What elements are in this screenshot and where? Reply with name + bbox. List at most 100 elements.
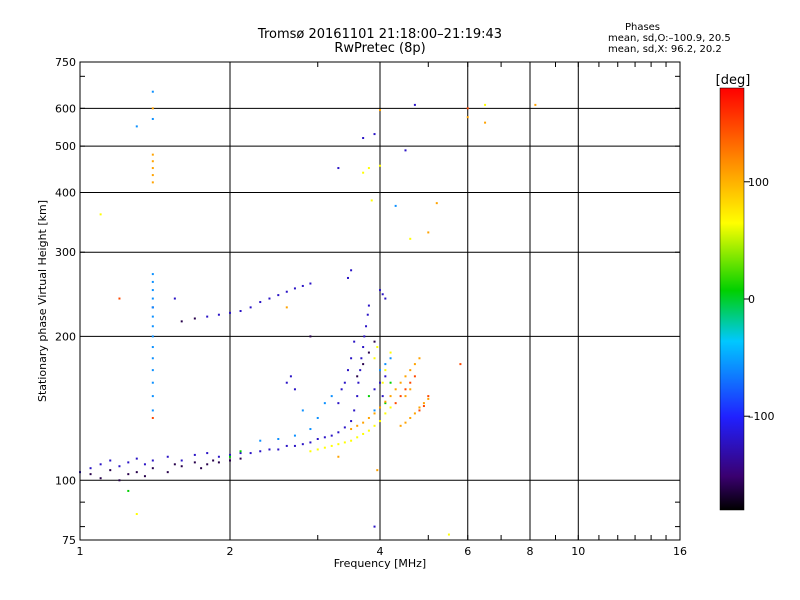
data-point [212, 459, 215, 462]
data-point [367, 416, 370, 419]
data-point [229, 453, 231, 456]
data-point [309, 428, 312, 431]
phases-title: Phases [624, 22, 661, 33]
data-point [373, 525, 376, 528]
y-axis-label: Stationary phase Virtual Height [km] [36, 200, 49, 402]
data-point [343, 426, 346, 429]
data-point [381, 395, 384, 398]
data-point [362, 363, 365, 366]
data-point [316, 416, 319, 419]
x-tick-label: 1 [77, 545, 84, 558]
data-point [418, 406, 421, 409]
data-point [239, 450, 242, 453]
data-point [151, 167, 154, 170]
data-point [151, 160, 154, 163]
data-point [151, 117, 154, 120]
data-point [135, 457, 138, 460]
phases-o-stats: mean, sd,O:–100.9, 20.5 [608, 33, 731, 44]
y-tick-label: 500 [55, 140, 76, 153]
data-point [323, 402, 326, 405]
data-point [135, 471, 138, 474]
data-point [422, 402, 425, 405]
data-point [413, 375, 416, 378]
data-point [409, 381, 412, 384]
x-tick-label: 2 [227, 545, 234, 558]
data-point [143, 475, 146, 478]
data-point [376, 469, 379, 472]
data-point [118, 479, 121, 482]
data-point [534, 103, 537, 106]
data-point [118, 297, 121, 300]
data-point [323, 436, 326, 439]
data-point [350, 269, 353, 272]
data-point [389, 395, 392, 398]
data-point [118, 465, 121, 468]
data-point [239, 452, 242, 455]
data-point [381, 293, 384, 296]
data-point [409, 369, 412, 372]
data-point [435, 202, 438, 205]
data-point [357, 381, 360, 384]
data-point [166, 471, 169, 474]
data-point [151, 357, 154, 360]
data-point [399, 381, 402, 384]
data-point [173, 463, 176, 466]
data-point [109, 459, 112, 462]
data-point [379, 164, 381, 167]
data-point [239, 310, 242, 313]
y-axis-ticks: 75 100 200 300 400 500 600 750 [55, 56, 680, 547]
data-point [99, 477, 102, 480]
x-axis-ticks: 1 2 4 6 8 10 16 [77, 62, 687, 558]
data-point [384, 369, 387, 372]
data-point [484, 103, 487, 106]
colorbar-label: [deg] [716, 73, 751, 88]
data-point [151, 325, 154, 328]
x-tick-label: 4 [377, 545, 384, 558]
data-point [366, 313, 369, 316]
data-point [353, 340, 356, 343]
data-point [418, 357, 421, 360]
data-point [427, 395, 430, 398]
x-axis-label: Frequency [MHz] [334, 557, 426, 570]
data-point [151, 289, 154, 292]
data-point [330, 395, 333, 398]
data-point [367, 429, 370, 432]
data-point [268, 448, 271, 451]
data-point [193, 317, 196, 320]
data-point [217, 313, 220, 316]
data-point [301, 284, 304, 287]
data-point [151, 467, 154, 470]
data-point [293, 434, 296, 437]
data-point [367, 351, 370, 354]
colorbar-tick-label: –100 [748, 410, 775, 423]
data-point [362, 432, 365, 435]
data-point [413, 363, 416, 366]
data-point [268, 297, 271, 300]
data-point [373, 340, 376, 343]
data-point [289, 375, 292, 378]
data-point [360, 357, 363, 360]
data-point [151, 369, 154, 372]
data-point [239, 457, 242, 460]
data-point [89, 473, 92, 476]
data-point [249, 452, 252, 455]
data-point [277, 294, 280, 297]
data-point [135, 125, 138, 128]
data-point [346, 276, 349, 279]
data-point [217, 455, 220, 458]
data-point [337, 455, 340, 458]
grid-lines [80, 62, 680, 540]
data-point [249, 306, 252, 309]
data-point [200, 467, 203, 470]
data-point [309, 450, 312, 453]
data-point [151, 416, 154, 419]
data-point [229, 455, 231, 458]
data-point [180, 459, 183, 462]
data-point [418, 409, 421, 412]
data-point [384, 402, 387, 405]
data-point [316, 448, 319, 451]
data-point [301, 409, 304, 412]
data-point [151, 409, 154, 412]
data-point [379, 289, 381, 292]
data-point [337, 167, 340, 170]
